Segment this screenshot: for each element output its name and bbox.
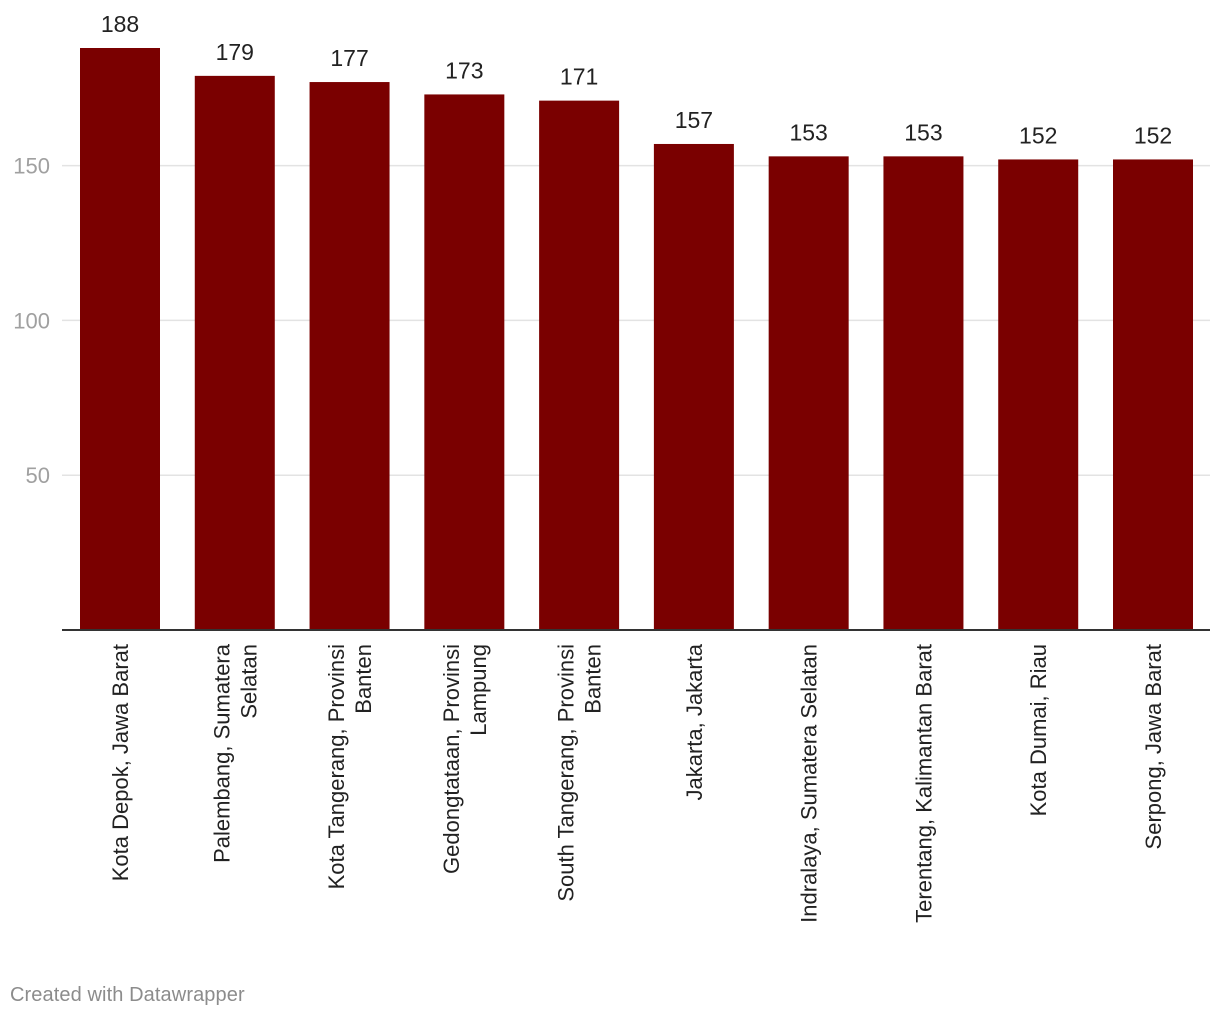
value-label: 177 <box>330 45 368 71</box>
x-tick-label: South Tangerang, Provinsi <box>554 644 579 902</box>
x-tick-label: Palembang, Sumatera <box>209 643 234 863</box>
x-tick-label: Indralaya, Sumatera Selatan <box>797 644 822 923</box>
bar <box>998 159 1079 630</box>
bar <box>653 143 734 630</box>
bar <box>80 48 160 630</box>
x-category-label: Serpong, Jawa Barat <box>1141 644 1166 849</box>
x-tick-label: Lampung <box>466 644 491 736</box>
x-tick-label: Serpong, Jawa Barat <box>1141 644 1166 849</box>
x-tick-label: Gedongtataan, Provinsi <box>439 644 464 874</box>
bar <box>194 75 275 631</box>
y-tick-label: 50 <box>26 463 50 488</box>
bar <box>424 94 505 631</box>
x-tick-label: Kota Depok, Jawa Barat <box>108 644 133 881</box>
x-tick-label: Banten <box>581 644 606 714</box>
x-tick-label: Kota Tangerang, Provinsi <box>324 644 349 889</box>
y-tick-label: 100 <box>13 308 50 333</box>
x-category-label: Palembang, Sumatera Selatan <box>209 643 261 863</box>
x-category-label: Gedongtataan, Provinsi Lampung <box>439 644 491 874</box>
bar <box>883 156 964 630</box>
x-category-label: Kota Dumai, Riau <box>1026 644 1051 816</box>
x-category-label: Kota Tangerang, Provinsi Banten <box>324 644 376 889</box>
bar <box>309 82 390 630</box>
bar <box>539 100 620 630</box>
x-category-label: Jakarta, Jakarta <box>682 643 707 800</box>
x-tick-label: Kota Dumai, Riau <box>1026 644 1051 816</box>
x-tick-label: Jakarta, Jakarta <box>682 643 707 800</box>
x-tick-label: Selatan <box>236 644 261 719</box>
bar <box>768 156 849 630</box>
value-label: 173 <box>445 57 483 83</box>
value-label: 179 <box>216 39 254 65</box>
value-label: 153 <box>904 119 942 145</box>
x-category-label: Indralaya, Sumatera Selatan <box>797 644 822 923</box>
chart-svg: 50 100 150 188 Kota Depok, Jawa Barat 179 Pale… <box>13 11 1210 923</box>
bar-chart: 50 100 150 188 Kota Depok, Jawa Barat 179 Pale… <box>13 11 1210 923</box>
value-label: 153 <box>789 119 827 145</box>
value-label: 152 <box>1134 122 1172 148</box>
value-label: 152 <box>1019 122 1057 148</box>
x-category-label: South Tangerang, Provinsi Banten <box>554 644 606 902</box>
x-category-label: Kota Depok, Jawa Barat <box>108 644 133 881</box>
y-tick-label: 150 <box>13 154 50 179</box>
x-tick-label: Terentang, Kalimantan Barat <box>911 644 936 923</box>
x-tick-label: Banten <box>351 644 376 714</box>
value-label: 171 <box>560 64 598 90</box>
bar <box>1113 159 1193 630</box>
x-category-label: Terentang, Kalimantan Barat <box>911 644 936 923</box>
value-label: 188 <box>101 11 139 37</box>
value-label: 157 <box>675 107 713 133</box>
footer-credit: Created with Datawrapper <box>10 984 245 1006</box>
